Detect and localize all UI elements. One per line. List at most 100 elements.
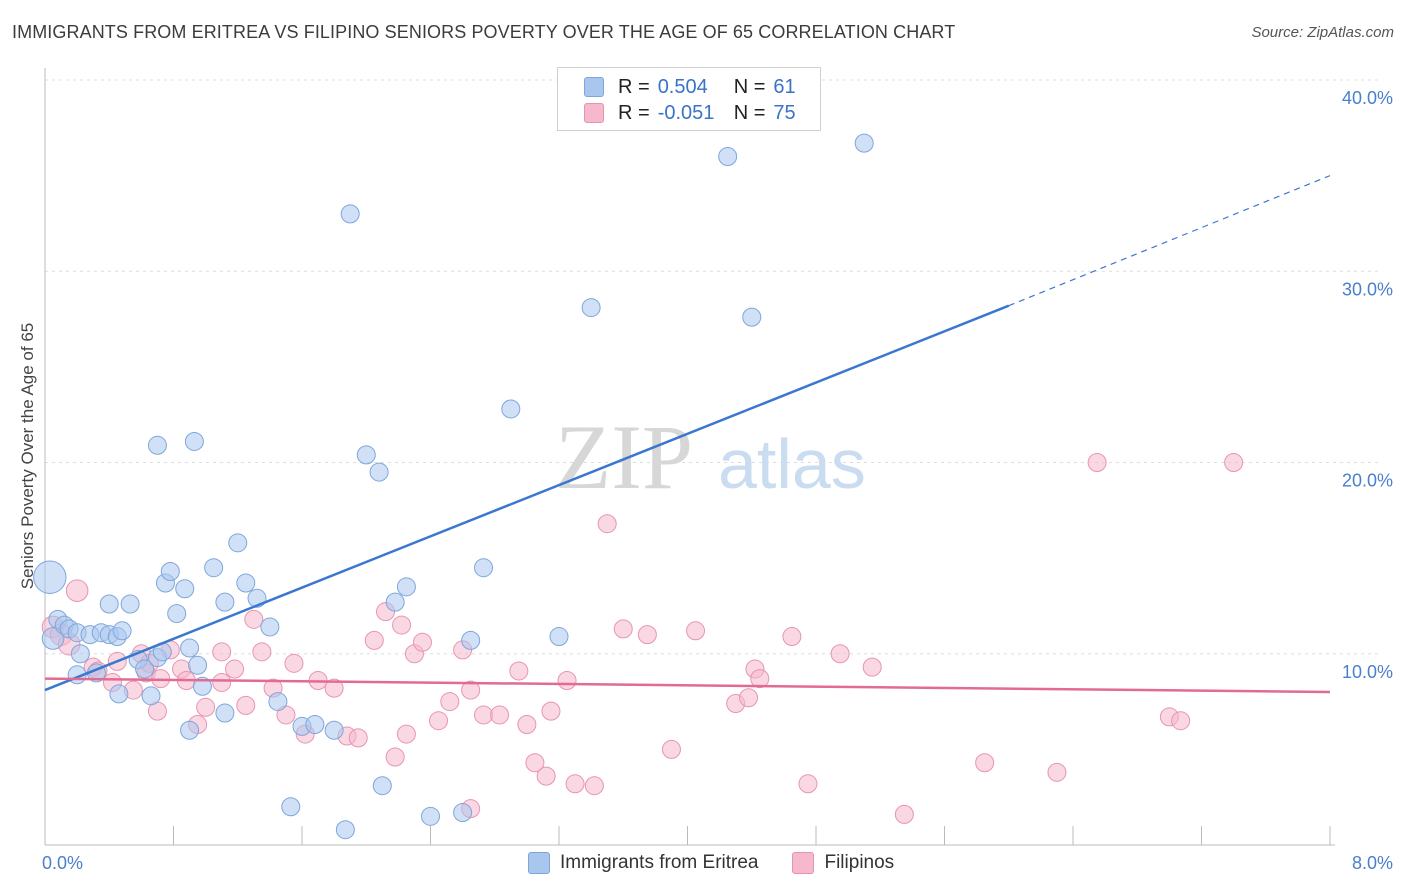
point-filipinos [284, 653, 304, 673]
source-label: Source: ZipAtlas.com [1251, 24, 1394, 41]
points-filipinos [41, 453, 1244, 824]
point-filipinos [385, 747, 405, 767]
point-eritrea [215, 703, 235, 723]
point-eritrea [192, 676, 212, 696]
axes [44, 68, 1335, 846]
point-filipinos [782, 627, 802, 647]
trend-line-eritrea-extension [1008, 175, 1331, 307]
point-eritrea [340, 204, 360, 224]
x-tick-label-max: 8.0% [1352, 853, 1393, 873]
point-filipinos [661, 739, 681, 759]
point-eritrea [215, 592, 235, 612]
point-filipinos [525, 753, 545, 773]
point-eritrea [33, 560, 67, 594]
point-filipinos [474, 705, 494, 725]
legend-swatch-filipinos [584, 103, 604, 123]
point-filipinos [637, 625, 657, 645]
point-filipinos [509, 661, 529, 681]
point-eritrea [372, 776, 392, 796]
trend-line-eritrea [44, 304, 1010, 692]
point-filipinos [1047, 762, 1067, 782]
point-eritrea [188, 655, 208, 675]
point-filipinos [348, 728, 368, 748]
point-eritrea [228, 533, 248, 553]
chart-title: IMMIGRANTS FROM ERITREA VS FILIPINO SENI… [12, 22, 956, 42]
legend-n-value: 61 [773, 75, 796, 98]
legend-r-value: 0.504 [657, 75, 708, 98]
point-eritrea [70, 644, 90, 664]
point-eritrea [184, 431, 204, 451]
point-filipinos [244, 609, 264, 629]
point-eritrea [167, 604, 187, 624]
point-eritrea [204, 558, 224, 578]
point-eritrea [268, 692, 288, 712]
point-eritrea [356, 445, 376, 465]
point-eritrea [461, 630, 481, 650]
point-eritrea [99, 594, 119, 614]
point-filipinos [212, 642, 232, 662]
point-filipinos [597, 514, 617, 534]
legend: R = 0.504 N = 61 R = -0.051 N = 75 [557, 67, 821, 131]
point-eritrea [160, 562, 180, 582]
point-eritrea [369, 462, 389, 482]
legend-n-value: 75 [773, 101, 796, 124]
point-eritrea [180, 638, 200, 658]
bottom-legend-label-filipinos: Filipinos [824, 852, 895, 873]
point-filipinos [565, 774, 585, 794]
point-filipinos [517, 715, 537, 735]
point-eritrea [180, 720, 200, 740]
point-eritrea [109, 684, 129, 704]
bottom-legend-label-eritrea: Immigrants from Eritrea [560, 852, 759, 873]
point-filipinos [686, 621, 706, 641]
point-filipinos [975, 753, 995, 773]
point-eritrea [135, 659, 155, 679]
trend-line-filipinos [44, 677, 1331, 694]
point-filipinos [613, 619, 633, 639]
legend-r-label: R = [618, 75, 650, 98]
legend-row-eritrea: R = 0.504 N = 61 [584, 75, 796, 99]
point-eritrea [305, 715, 325, 735]
point-filipinos [750, 669, 770, 689]
y-tick-label: 40.0% [1342, 88, 1393, 108]
point-filipinos [225, 659, 245, 679]
x-tick-label-min: 0.0% [42, 853, 83, 873]
point-filipinos [236, 695, 256, 715]
point-eritrea [742, 307, 762, 327]
legend-swatch-eritrea [584, 77, 604, 97]
point-filipinos [324, 678, 344, 698]
point-filipinos [429, 711, 449, 731]
point-filipinos [536, 766, 556, 786]
watermark: ZIP atlas [555, 406, 866, 508]
point-filipinos [1224, 453, 1244, 472]
point-filipinos [830, 644, 850, 664]
point-filipinos [252, 642, 272, 662]
legend-n-label: N = [733, 101, 766, 124]
point-eritrea [396, 577, 416, 597]
point-eritrea [236, 573, 256, 593]
point-eritrea [549, 627, 569, 647]
point-eritrea [147, 435, 167, 455]
point-filipinos [212, 672, 232, 692]
y-tick-label: 20.0% [1342, 471, 1393, 491]
point-filipinos [798, 774, 818, 794]
point-filipinos [541, 701, 561, 721]
point-filipinos [412, 632, 432, 652]
point-eritrea [112, 621, 132, 641]
point-eritrea [281, 797, 301, 817]
point-eritrea [141, 686, 161, 706]
point-filipinos [392, 615, 412, 635]
point-filipinos [196, 697, 216, 717]
bottom-legend-swatch-filipinos [792, 852, 815, 874]
legend-r-value: -0.051 [657, 101, 715, 124]
legend-r-label: R = [618, 101, 650, 124]
bottom-legend: Immigrants from Eritrea Filipinos [528, 852, 928, 874]
point-eritrea [41, 627, 65, 650]
point-filipinos [1171, 711, 1191, 731]
point-filipinos [364, 630, 384, 650]
watermark-atlas: atlas [718, 425, 866, 503]
y-tick-label: 30.0% [1342, 279, 1393, 299]
points-eritrea [33, 133, 874, 840]
point-filipinos [739, 688, 759, 708]
y-axis-label: Seniors Poverty Over the Age of 65 [18, 323, 37, 589]
point-filipinos [396, 724, 416, 744]
